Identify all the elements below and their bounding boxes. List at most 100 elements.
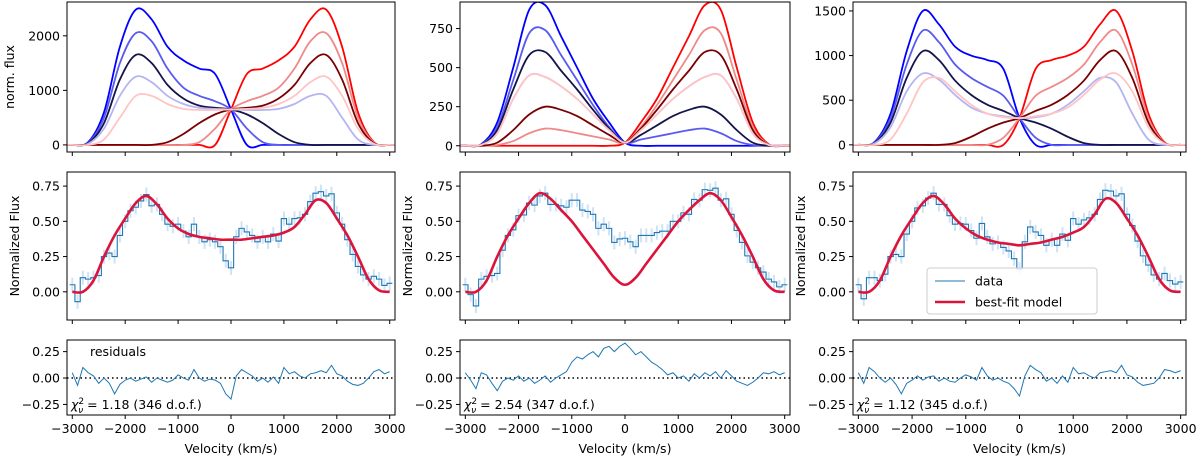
residual-line <box>857 364 1181 398</box>
model-curve <box>853 72 1186 147</box>
y-tick-label: 0 <box>445 138 453 153</box>
axes-mid-1: 0.00 0.25 0.50 0.75 Normalized Flux <box>7 171 396 324</box>
x-axis-label: Velocity (km/s) <box>579 441 672 456</box>
x-tick-label: 2000 <box>321 421 353 436</box>
axes-bot-3: −3000 −2000 −1000 0 1000 2000 3000 0.25 0.00 −0.2… <box>808 339 1197 456</box>
superscript: 2 <box>78 397 84 407</box>
model-curve <box>67 53 395 147</box>
x-axis-label: Velocity (km/s) <box>185 441 278 456</box>
data-area <box>69 184 393 309</box>
y-tick-label: −0.25 <box>22 397 60 412</box>
plot-frame <box>852 1 1187 153</box>
plot-frame <box>66 339 396 416</box>
data-area <box>462 181 788 313</box>
chi-symbol: χ <box>463 397 472 412</box>
plot-frame <box>66 171 396 321</box>
x-tick-label: 0 <box>1016 421 1024 436</box>
model-curves <box>460 2 790 148</box>
y-tick-label: 500 <box>822 93 846 108</box>
axes-top-3: 0 500 1000 1500 <box>814 1 1187 156</box>
legend-label: data <box>975 274 1003 289</box>
y-tick-label: 1500 <box>814 3 846 18</box>
best-fit-model-line <box>465 191 785 294</box>
plot-frame <box>66 1 396 153</box>
y-tick-label: 0.00 <box>32 371 60 386</box>
x-tick-label: 0 <box>621 421 629 436</box>
chi-symbol: χ <box>70 397 79 412</box>
y-tick-label: −0.25 <box>415 397 453 412</box>
model-curve <box>67 53 395 147</box>
chi-symbol: χ <box>856 397 865 412</box>
legend-label: best-fit model <box>975 295 1062 310</box>
y-tick-label: 1000 <box>28 83 60 98</box>
model-curve <box>460 72 790 147</box>
chi2-value: = 1.12 (345 d.o.f.) <box>869 397 988 412</box>
x-tick-label: −2000 <box>104 421 146 436</box>
y-tick-label: −0.25 <box>808 397 846 412</box>
x-axis-label: Velocity (km/s) <box>973 441 1066 456</box>
residual-area <box>460 342 790 392</box>
y-axis-label: norm. flux <box>2 45 17 109</box>
plot-frame <box>852 339 1187 416</box>
model-curves <box>67 7 395 149</box>
model-curves <box>853 9 1186 148</box>
fit-statistic: χ2 ν = 1.12 (345 d.o.f.) <box>856 397 988 416</box>
x-tick-label: −2000 <box>891 421 933 436</box>
y-tick-label: 0.00 <box>818 284 846 299</box>
x-tick-label: −2000 <box>497 421 539 436</box>
x-tick-label: −3000 <box>51 421 93 436</box>
x-tick-label: 0 <box>227 421 235 436</box>
model-curve <box>460 26 790 148</box>
y-tick-label: 0.00 <box>425 371 453 386</box>
y-tick-label: 0.00 <box>32 284 60 299</box>
model-curve <box>67 75 395 147</box>
data-step-line <box>462 187 788 307</box>
y-tick-label: 250 <box>429 99 453 114</box>
subscript: ν <box>471 406 476 416</box>
data-area <box>855 183 1184 306</box>
x-tick-label: −1000 <box>157 421 199 436</box>
y-tick-label: 750 <box>429 21 453 36</box>
axes-bot-2: −3000 −2000 −1000 0 1000 2000 3000 0.25 0.00 −0.2… <box>415 339 801 456</box>
chi2-value: = 2.54 (347 d.o.f.) <box>476 397 595 412</box>
model-curve <box>853 72 1186 147</box>
y-tick-label: 0.25 <box>818 249 846 264</box>
y-axis-label: Normalized Flux <box>7 196 22 297</box>
y-tick-label: 500 <box>429 60 453 75</box>
fit-statistic: χ2 ν = 2.54 (347 d.o.f.) <box>463 397 595 416</box>
y-axis-label: Normalized Flux <box>400 196 415 297</box>
y-tick-label: 0.25 <box>32 249 60 264</box>
y-tick-label: 0.50 <box>32 214 60 229</box>
superscript: 2 <box>471 397 477 407</box>
x-tick-label: −3000 <box>444 421 486 436</box>
y-tick-label: 2000 <box>28 28 60 43</box>
data-step-line <box>69 191 393 303</box>
data-step-line <box>855 189 1184 300</box>
model-curve <box>460 26 790 148</box>
x-tick-label: 3000 <box>374 421 406 436</box>
y-tick-label: 0 <box>52 137 60 152</box>
y-tick-label: 1000 <box>814 48 846 63</box>
x-tick-label: −1000 <box>551 421 593 436</box>
superscript: 2 <box>864 397 870 407</box>
y-tick-label: 0.00 <box>425 284 453 299</box>
residuals-annotation: residuals <box>90 344 146 359</box>
fit-statistic: χ2 ν = 1.18 (346 d.o.f.) <box>70 397 202 416</box>
y-tick-label: 0.25 <box>425 344 453 359</box>
plot-frame <box>852 171 1187 321</box>
plot-frame <box>459 339 791 416</box>
best-fit-model-line <box>858 194 1181 294</box>
residual-line <box>464 342 785 392</box>
x-tick-label: 2000 <box>1111 421 1143 436</box>
axes-mid-3: 0.00 0.25 0.50 0.75 Normalized Flux <box>793 171 1187 324</box>
y-axis-label: Normalized Flux <box>793 196 808 297</box>
residual-area <box>67 364 395 401</box>
y-tick-label: 0.25 <box>818 344 846 359</box>
y-tick-label: 0.00 <box>818 371 846 386</box>
residual-area <box>853 364 1186 398</box>
best-fit-model-line <box>72 194 390 294</box>
y-tick-label: 0.25 <box>32 344 60 359</box>
y-tick-label: 0 <box>838 137 846 152</box>
axes-bot-1: −3000 −2000 −1000 0 1000 2000 3000 0.25 0.00 −0.2… <box>22 339 406 456</box>
y-tick-label: 0.75 <box>818 179 846 194</box>
